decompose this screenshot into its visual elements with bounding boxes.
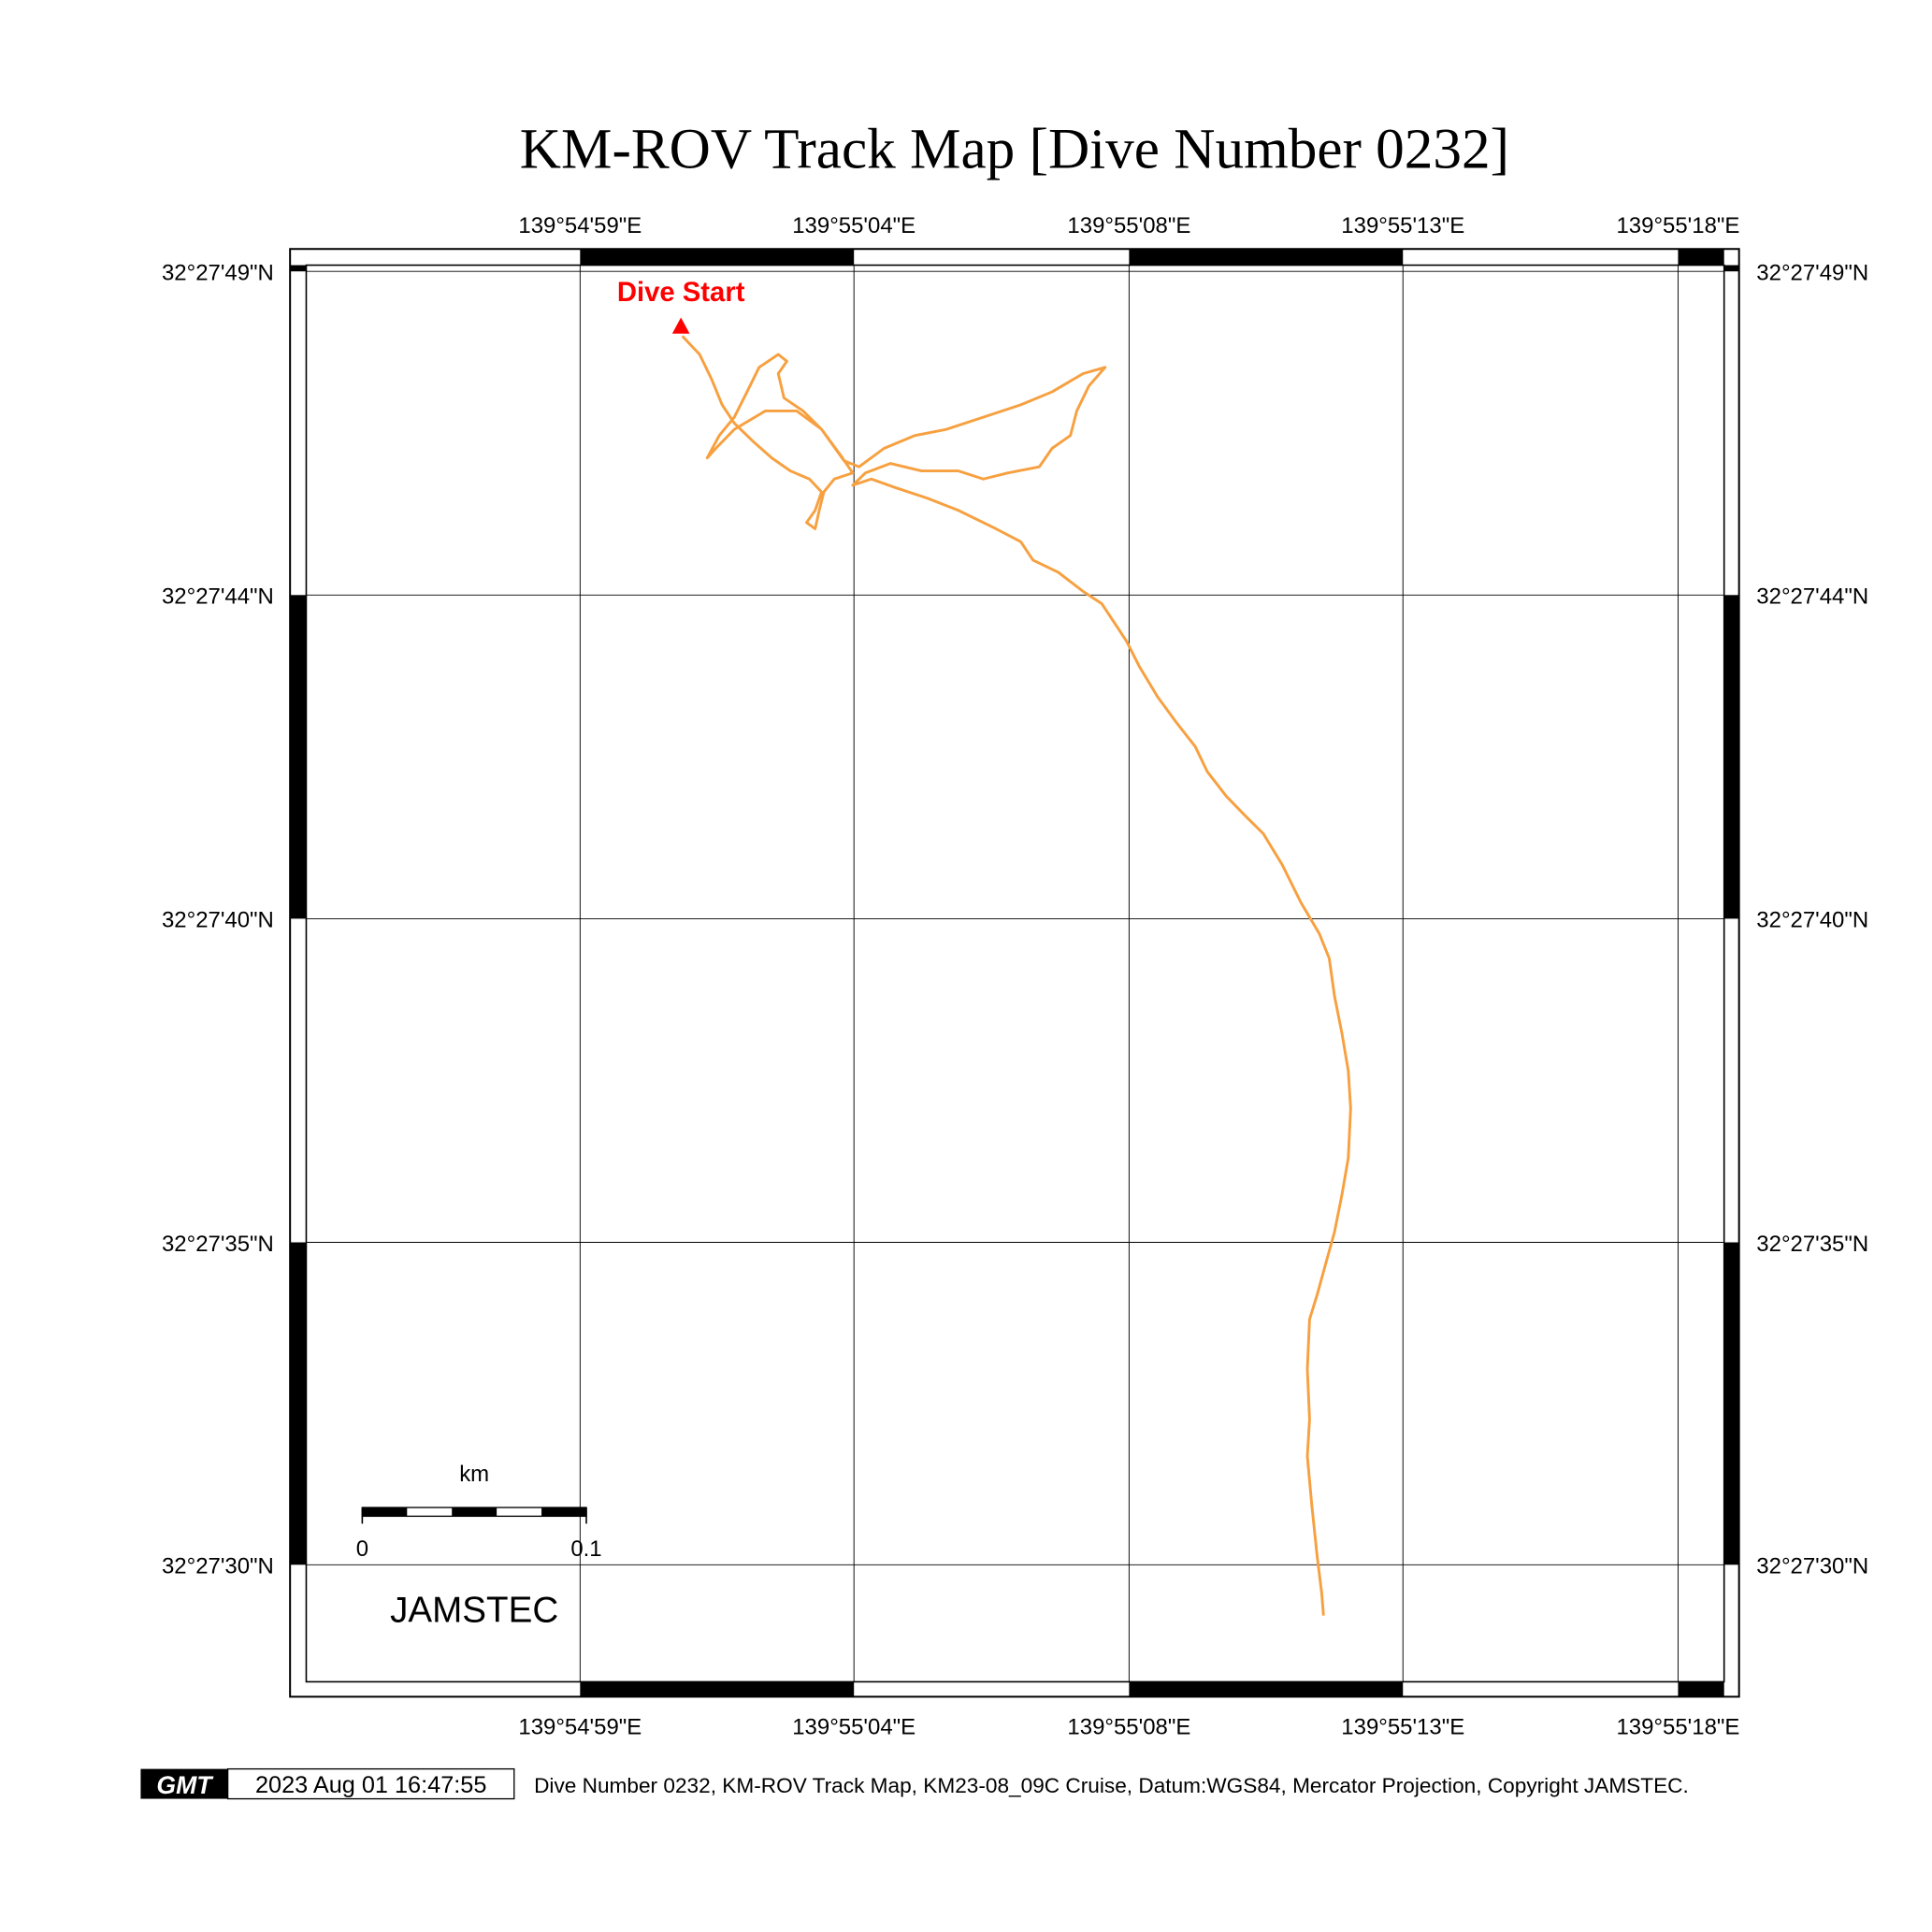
lon-label-top: 139°55'18"E xyxy=(1616,213,1739,238)
frame-checker-bottom xyxy=(1129,1681,1404,1697)
scale-bar: km 0 0.1 xyxy=(356,1462,602,1562)
frame-checker-top xyxy=(1129,249,1404,266)
lon-label-bottom: 139°55'04"E xyxy=(792,1714,916,1739)
lat-label-right: 32°27'35"N xyxy=(1756,1232,1868,1257)
lon-label-bottom: 139°55'13"E xyxy=(1341,1714,1464,1739)
lon-label-top: 139°55'04"E xyxy=(792,213,916,238)
dive-start-marker-icon xyxy=(671,317,690,334)
lon-label-top: 139°55'13"E xyxy=(1341,213,1464,238)
frame-checker-left xyxy=(290,1242,307,1565)
frame-checker-left xyxy=(290,265,307,272)
frame-checker-bottom xyxy=(580,1681,855,1697)
lat-label-left: 32°27'35"N xyxy=(162,1232,274,1257)
lat-label-right: 32°27'40"N xyxy=(1756,908,1868,933)
frame-checker-right xyxy=(1723,265,1739,272)
graticule xyxy=(306,265,1724,1682)
lat-label-right: 32°27'30"N xyxy=(1756,1554,1868,1579)
frame-checker-top xyxy=(1678,249,1724,266)
footer: GMT 2023 Aug 01 16:47:55 Dive Number 023… xyxy=(140,1767,1689,1799)
lat-label-left: 32°27'49"N xyxy=(162,261,274,286)
map-title: KM-ROV Track Map [Dive Number 0232] xyxy=(520,118,1509,181)
lat-label-left: 32°27'30"N xyxy=(162,1554,274,1579)
frame-checker-left xyxy=(290,595,307,919)
rov-track-line xyxy=(681,335,1352,1616)
lon-label-top: 139°54'59"E xyxy=(518,213,642,238)
lon-label-bottom: 139°55'08"E xyxy=(1067,1714,1190,1739)
scale-bar-unit: km xyxy=(459,1462,489,1487)
map-frame xyxy=(289,248,1740,1698)
lon-label-top: 139°55'08"E xyxy=(1067,213,1190,238)
frame-checker-top xyxy=(580,249,855,266)
lon-label-bottom: 139°54'59"E xyxy=(518,1714,642,1739)
jamstec-label: JAMSTEC xyxy=(390,1591,558,1631)
lat-label-right: 32°27'44"N xyxy=(1756,584,1868,610)
scale-bar-min: 0 xyxy=(356,1536,368,1562)
lat-label-right: 32°27'49"N xyxy=(1756,261,1868,286)
scale-bar-max: 0.1 xyxy=(570,1536,601,1562)
footer-timestamp: 2023 Aug 01 16:47:55 xyxy=(255,1772,486,1798)
lat-label-left: 32°27'40"N xyxy=(162,908,274,933)
gmt-logo: GMT xyxy=(156,1771,214,1799)
frame-checker-right xyxy=(1723,595,1739,919)
frame-checker-bottom xyxy=(1678,1681,1724,1697)
lat-label-left: 32°27'44"N xyxy=(162,584,274,610)
lon-label-bottom: 139°55'18"E xyxy=(1616,1714,1739,1739)
frame-checker-right xyxy=(1723,1242,1739,1565)
dive-start-label: Dive Start xyxy=(617,277,745,308)
footer-caption: Dive Number 0232, KM-ROV Track Map, KM23… xyxy=(534,1774,1689,1797)
